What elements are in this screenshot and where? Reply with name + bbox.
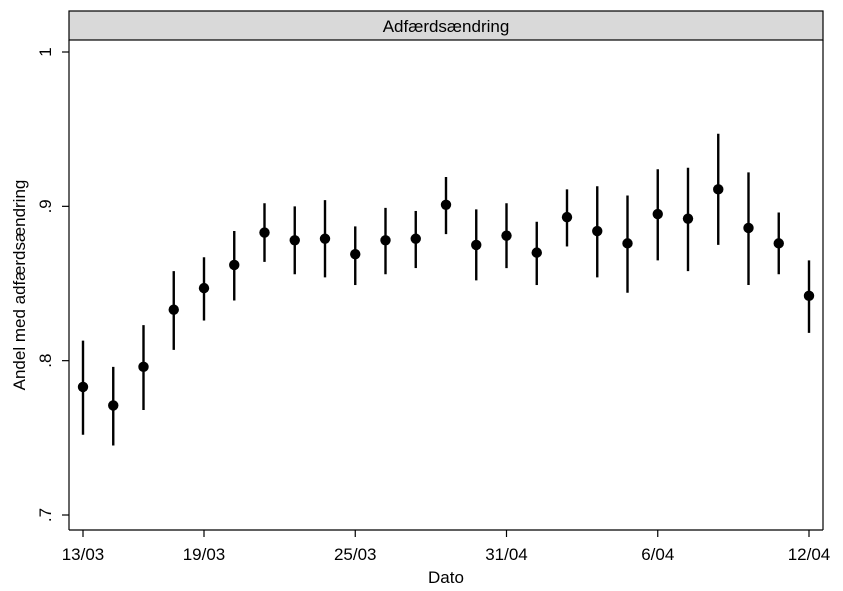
data-point xyxy=(410,233,421,244)
x-tick-label: 13/03 xyxy=(62,545,105,564)
y-axis-label: Andel med adfærdsændring xyxy=(10,180,29,391)
title-strip-box xyxy=(68,10,824,41)
data-point xyxy=(592,225,603,237)
x-tick-label: 6/04 xyxy=(641,545,674,564)
data-point xyxy=(138,361,149,373)
x-tick-label: 31/04 xyxy=(485,545,528,564)
title-strip: Adfærdsændring xyxy=(68,10,824,41)
x-tick-label: 25/03 xyxy=(334,545,377,564)
data-point xyxy=(168,304,179,315)
data-point xyxy=(803,290,815,302)
data-point xyxy=(229,259,240,271)
data-point xyxy=(108,400,119,411)
data-points xyxy=(77,184,815,411)
y-ticks: .7 .8 .9 1 xyxy=(36,47,69,522)
data-point xyxy=(713,184,724,195)
data-point xyxy=(198,282,210,294)
x-tick-label: 12/04 xyxy=(788,545,831,564)
data-point xyxy=(773,238,784,249)
plot-area: .7 .8 .9 1 13/03 19/03 25/03 31/04 6/04 12/04 xyxy=(36,40,830,564)
data-point xyxy=(501,230,512,241)
data-point xyxy=(561,211,573,223)
x-axis-label: Dato xyxy=(428,568,464,587)
data-point xyxy=(289,235,300,246)
y-tick-label: .9 xyxy=(36,199,55,213)
data-point xyxy=(319,233,331,244)
x-ticks: 13/03 19/03 25/03 31/04 6/04 12/04 xyxy=(62,530,831,564)
data-point xyxy=(531,247,542,258)
data-point xyxy=(440,199,452,210)
data-point xyxy=(259,227,270,238)
data-point xyxy=(350,248,361,260)
y-tick-label: .8 xyxy=(36,354,55,368)
data-point xyxy=(682,213,694,224)
data-point xyxy=(380,235,391,246)
data-point xyxy=(622,238,633,249)
x-tick-label: 19/03 xyxy=(183,545,226,564)
data-point xyxy=(471,239,482,251)
y-tick-label: 1 xyxy=(36,47,55,56)
data-point xyxy=(743,222,754,234)
y-tick-label: .7 xyxy=(36,508,55,522)
data-point xyxy=(77,381,89,393)
chart-title: Adfærdsændring xyxy=(383,17,510,36)
data-point xyxy=(652,208,663,220)
